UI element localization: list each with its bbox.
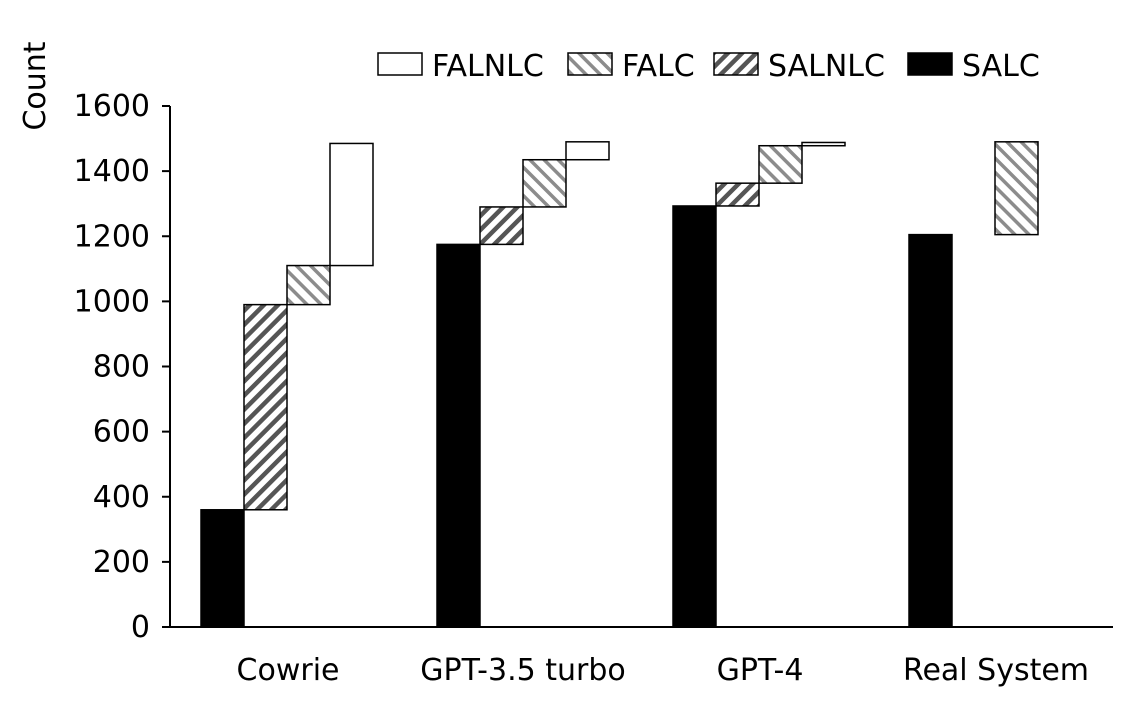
legend-label-salc: SALC <box>962 49 1040 84</box>
y-tick-label: 1200 <box>74 219 150 254</box>
bar-falc-gpt-4 <box>758 144 803 184</box>
legend-swatch-falnlc <box>377 52 423 76</box>
bar-falc-cowrie <box>286 264 331 306</box>
y-tick-label: 1600 <box>74 89 150 124</box>
bar-falc-real-system <box>994 141 1039 236</box>
legend-swatch-salnlc <box>713 52 759 76</box>
y-tick-label: 400 <box>93 480 150 515</box>
bar-salnlc-gpt-4 <box>715 182 760 207</box>
legend-label-salnlc: SALNLC <box>768 49 885 84</box>
category-label: GPT-4 <box>717 653 804 688</box>
category-labels: Cowrie GPT-3.5 turbo GPT-4 Real System <box>237 653 1090 688</box>
legend: FALNLC FALC SALNLC SALC <box>377 49 1040 84</box>
bar-falnlc-gpt-4 <box>801 141 846 147</box>
y-axis: 0 200 400 600 800 1000 1200 1400 1600 <box>74 89 171 645</box>
bar-salc-real-system <box>908 233 953 628</box>
legend-swatch-falc <box>567 52 613 76</box>
bar-salc-gpt-4 <box>672 205 717 628</box>
bar-falnlc-cowrie <box>329 142 374 267</box>
y-tick-label: 200 <box>93 545 150 580</box>
bar-salnlc-cowrie <box>243 303 288 511</box>
y-tick-label: 600 <box>93 415 150 450</box>
bar-salnlc-gpt-3-5-turbo <box>479 206 524 246</box>
legend-label-falc: FALC <box>622 49 695 84</box>
y-axis-title: Count <box>18 41 53 130</box>
y-tick-label: 800 <box>93 350 150 385</box>
y-tick-label: 1400 <box>74 154 150 189</box>
bar-falnlc-gpt-3-5-turbo <box>565 141 610 161</box>
bar-falc-gpt-3-5-turbo <box>522 158 567 208</box>
legend-label-falnlc: FALNLC <box>432 49 544 84</box>
category-label: Cowrie <box>237 653 340 688</box>
bar-salc-gpt-3-5-turbo <box>436 243 481 628</box>
bar-salc-cowrie <box>200 509 245 628</box>
category-label: GPT-3.5 turbo <box>420 653 626 688</box>
legend-swatch-salc <box>907 52 953 76</box>
category-label: Real System <box>903 653 1089 688</box>
bars-group <box>200 141 1039 628</box>
y-tick-label: 0 <box>131 610 150 645</box>
y-tick-label: 1000 <box>74 284 150 319</box>
